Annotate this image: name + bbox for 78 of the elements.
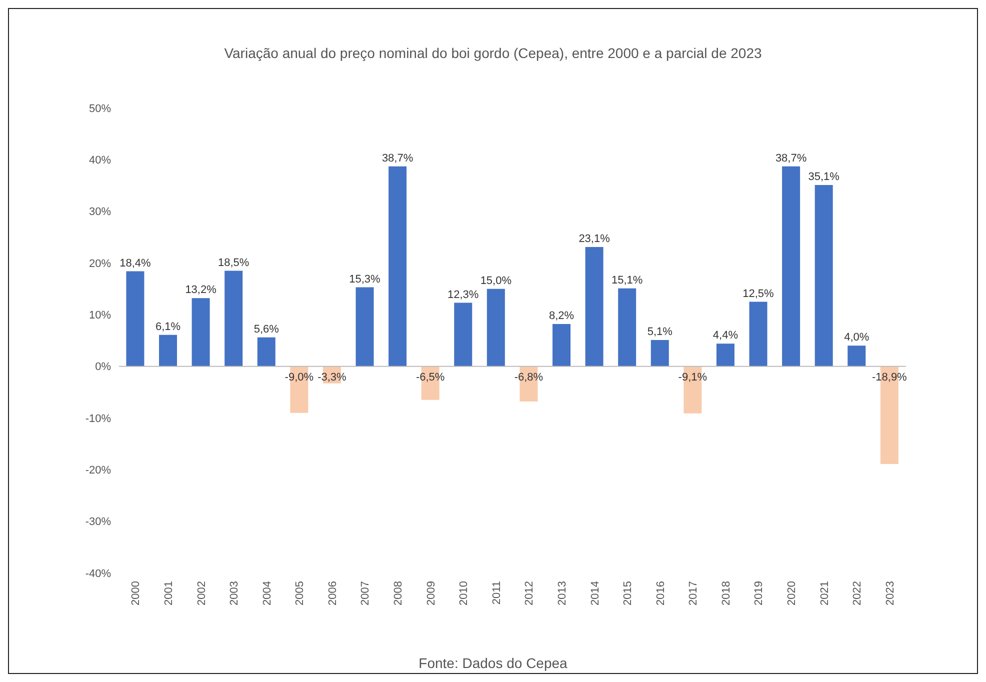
data-label: 38,7% bbox=[382, 152, 414, 164]
x-tick-label: 2015 bbox=[622, 581, 634, 606]
bar bbox=[159, 334, 178, 366]
x-tick-label: 2010 bbox=[458, 581, 470, 606]
x-tick-label: 2001 bbox=[162, 581, 175, 606]
data-label: 23,1% bbox=[578, 232, 610, 245]
x-tick-label: 2016 bbox=[654, 581, 667, 606]
x-tick-label: 2023 bbox=[884, 581, 896, 606]
data-label: 5,6% bbox=[254, 323, 280, 336]
data-label: -6,5% bbox=[416, 371, 445, 384]
bar bbox=[814, 184, 833, 366]
x-tick-label: 2004 bbox=[261, 581, 274, 606]
bar bbox=[618, 288, 636, 366]
y-tick-label: 40% bbox=[88, 154, 112, 167]
y-tick-label: 50% bbox=[88, 102, 112, 115]
x-tick-label: 2022 bbox=[852, 581, 864, 606]
data-label: -3,3% bbox=[318, 371, 347, 384]
data-label: 38,7% bbox=[775, 152, 807, 164]
bar bbox=[650, 340, 669, 366]
bar bbox=[356, 287, 374, 366]
y-tick-label: -10% bbox=[85, 412, 112, 425]
bar bbox=[126, 271, 144, 366]
bar bbox=[552, 324, 571, 366]
x-tick-label: 2013 bbox=[556, 581, 568, 606]
y-tick-label: -30% bbox=[85, 516, 112, 528]
bar bbox=[224, 270, 243, 366]
data-label: 5,1% bbox=[647, 326, 673, 338]
bar bbox=[782, 166, 800, 366]
x-tick-label: 2012 bbox=[524, 581, 536, 606]
data-label: 35,1% bbox=[808, 170, 840, 183]
data-label: 15,1% bbox=[611, 274, 643, 286]
x-tick-label: 2005 bbox=[294, 581, 306, 606]
y-tick-label: 0% bbox=[95, 361, 112, 374]
x-tick-label: 2017 bbox=[688, 581, 700, 606]
x-tick-label: 2000 bbox=[130, 581, 142, 606]
bar bbox=[388, 166, 407, 366]
source-note: Fonte: Dados do Cepea bbox=[418, 655, 568, 671]
y-tick-label: 30% bbox=[88, 206, 112, 218]
bar bbox=[585, 246, 604, 366]
bar bbox=[716, 344, 734, 366]
data-label: 18,5% bbox=[218, 256, 250, 269]
data-label: 15,3% bbox=[349, 273, 381, 286]
bar bbox=[749, 302, 768, 366]
data-label: 18,4% bbox=[120, 257, 152, 270]
x-tick-label: 2019 bbox=[753, 581, 766, 606]
y-tick-label: -40% bbox=[85, 568, 112, 580]
data-label: 15,0% bbox=[480, 274, 512, 287]
data-label: 8,2% bbox=[548, 310, 574, 322]
data-label: -18,9% bbox=[872, 371, 908, 384]
chart-title: Variação anual do preço nominal do boi gordo (Cepea), entre 2000 e a parcial de 2023 bbox=[223, 45, 763, 61]
bar bbox=[848, 346, 866, 366]
data-label: 12,3% bbox=[448, 288, 479, 301]
y-tick-label: -20% bbox=[85, 464, 112, 477]
data-label: 4,0% bbox=[844, 332, 870, 344]
x-tick-label: 2009 bbox=[425, 581, 438, 606]
data-label: -9,0% bbox=[284, 371, 314, 384]
data-label: 6,1% bbox=[155, 320, 181, 333]
x-tick-label: 2020 bbox=[786, 581, 798, 606]
x-tick-label: 2006 bbox=[326, 581, 339, 606]
bar bbox=[257, 337, 276, 366]
x-tick-label: 2014 bbox=[589, 581, 602, 606]
x-tick-label: 2003 bbox=[228, 581, 241, 606]
bar bbox=[454, 302, 472, 366]
x-tick-label: 2007 bbox=[360, 581, 372, 606]
x-tick-label: 2021 bbox=[818, 581, 831, 606]
bar bbox=[192, 298, 210, 366]
data-label: -6,8% bbox=[514, 371, 544, 384]
data-label: 13,2% bbox=[185, 284, 217, 296]
data-label: 12,5% bbox=[742, 288, 774, 300]
bar bbox=[486, 288, 505, 366]
y-tick-label: 20% bbox=[88, 258, 112, 270]
x-tick-label: 2008 bbox=[392, 581, 405, 606]
x-tick-label: 2018 bbox=[720, 581, 732, 606]
x-tick-label: 2002 bbox=[196, 581, 208, 606]
data-label: -9,1% bbox=[678, 371, 708, 384]
y-tick-label: 10% bbox=[88, 310, 112, 322]
x-tick-label: 2011 bbox=[490, 581, 503, 605]
data-label: 4,4% bbox=[712, 330, 738, 342]
